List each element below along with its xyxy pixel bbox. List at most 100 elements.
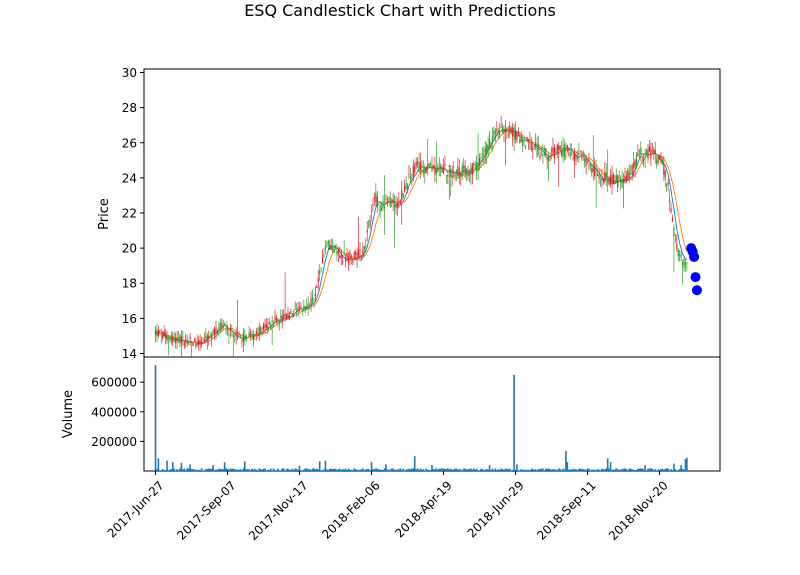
candle-body <box>386 201 388 203</box>
candle-body <box>283 314 285 319</box>
candle-body <box>630 174 632 175</box>
candle-body <box>231 329 233 332</box>
volume-bar <box>537 468 540 471</box>
volume-bar <box>422 469 425 471</box>
candle-body <box>550 148 553 153</box>
candle-body <box>494 131 496 133</box>
volume-bar <box>513 374 515 471</box>
volume-bar <box>274 470 276 471</box>
candle-body <box>625 176 627 182</box>
volume-bar <box>468 468 471 471</box>
candle-body <box>294 309 296 310</box>
volume-bar <box>222 469 224 471</box>
candle-body <box>437 169 439 172</box>
volume-bar <box>565 451 567 471</box>
candle-body <box>249 331 252 334</box>
volume-bar <box>559 469 561 471</box>
candle-body <box>372 204 374 206</box>
volume-bar <box>172 462 174 471</box>
volume-bar <box>167 470 170 471</box>
volume-bar <box>452 469 455 471</box>
volume-bar <box>517 470 520 471</box>
volume-bar <box>269 468 272 471</box>
candle-body <box>234 339 236 341</box>
volume-bar <box>354 469 357 471</box>
candle-body <box>319 270 321 275</box>
candle-body <box>677 249 679 256</box>
candle-body <box>549 156 551 158</box>
volume-bar <box>580 469 583 471</box>
volume-bar <box>390 468 393 471</box>
volume-bar <box>193 469 196 471</box>
candle-body <box>170 335 172 341</box>
volume-bar <box>612 469 615 471</box>
volume-bar <box>660 469 662 471</box>
volume-bar <box>609 462 612 471</box>
candle-body <box>540 149 543 150</box>
volume-bar <box>601 468 603 471</box>
candle-body <box>684 262 687 265</box>
candle-body <box>491 136 494 143</box>
volume-bar <box>497 469 500 471</box>
candle-body <box>260 327 262 335</box>
candle-body <box>350 255 352 259</box>
candle-body <box>530 141 532 150</box>
candle-body <box>664 171 666 179</box>
volume-bar <box>680 465 682 471</box>
candle-body <box>199 340 201 345</box>
candle-body <box>385 199 387 200</box>
candle-body <box>334 245 337 248</box>
volume-bar <box>281 468 284 471</box>
candle-body <box>552 147 554 154</box>
volume-bar <box>275 470 278 471</box>
volume-bar <box>249 470 252 471</box>
volume-bar <box>364 469 367 471</box>
volume-bar <box>529 470 531 471</box>
volume-bar <box>292 469 295 471</box>
candle-body <box>221 323 223 327</box>
candle-body <box>458 168 460 179</box>
volume-bar <box>641 468 644 471</box>
volume-bar <box>526 469 528 471</box>
volume-bar <box>400 469 403 471</box>
candle-body <box>512 127 514 137</box>
candle-body <box>369 220 371 227</box>
volume-bar <box>435 468 438 471</box>
candle-body <box>418 162 420 172</box>
volume-bar <box>341 468 344 471</box>
volume-bar <box>164 469 167 471</box>
volume-bar <box>449 468 452 471</box>
candle-body <box>676 243 678 249</box>
candle-body <box>209 336 211 338</box>
volume-bar <box>231 468 233 471</box>
candle-body <box>432 165 435 169</box>
volume-bar <box>665 468 668 471</box>
volume-bar <box>246 469 249 471</box>
candle-body <box>671 217 674 222</box>
candle-body <box>228 334 230 336</box>
candle-body <box>309 305 311 307</box>
candle-body <box>634 159 636 169</box>
candle-body <box>238 333 240 336</box>
volume-bar <box>176 469 178 471</box>
candle-body <box>311 297 314 302</box>
volume-bar <box>363 470 366 471</box>
candle-body <box>576 157 579 160</box>
volume-bar <box>520 469 523 471</box>
candle-body <box>373 196 375 200</box>
volume-bar <box>424 470 426 471</box>
volume-bar <box>494 468 497 471</box>
volume-bar <box>318 461 321 471</box>
candle-body <box>497 130 499 133</box>
candle-body <box>581 156 583 158</box>
prediction-point <box>689 251 700 262</box>
volume-bar <box>282 468 285 471</box>
candle-body <box>277 319 279 322</box>
candle-body <box>476 162 478 171</box>
volume-bar <box>593 469 596 471</box>
volume-bar <box>490 470 492 471</box>
candle-body <box>582 152 584 154</box>
volume-bar <box>278 470 281 471</box>
volume-bar <box>647 468 649 471</box>
candle-body <box>254 334 256 336</box>
